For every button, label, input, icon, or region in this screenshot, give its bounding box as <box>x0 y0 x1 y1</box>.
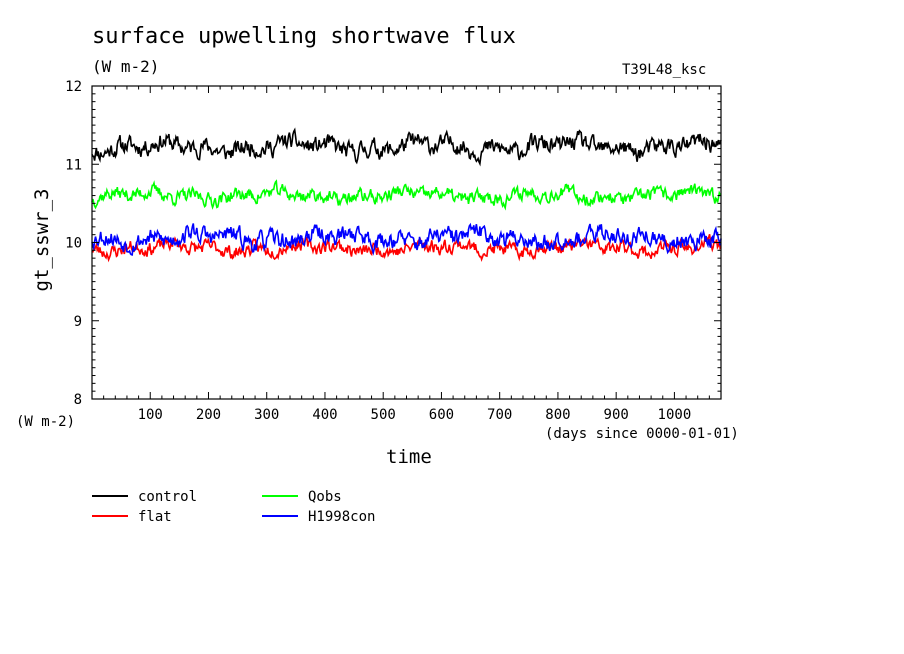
x-tick-label: 600 <box>429 407 454 423</box>
x-tick-label: 400 <box>312 407 337 423</box>
axes-layer: 100 200 300 400 500 600 700 800 900 1000 8 9 10 11 12 <box>65 79 722 423</box>
x-tick-label: 200 <box>196 407 221 423</box>
x-tick-label: 900 <box>604 407 629 423</box>
y-tick-label: 12 <box>65 79 82 95</box>
series-line-qobs <box>91 179 722 211</box>
series-line-h1998con <box>91 222 722 256</box>
y-tick-label: 11 <box>65 157 82 173</box>
y-tick-label: 9 <box>74 314 82 330</box>
x-tick-label: 800 <box>545 407 570 423</box>
x-tick-label: 100 <box>138 407 163 423</box>
y-tick-label: 10 <box>65 236 82 252</box>
x-tick-label: 1000 <box>658 407 692 423</box>
series-line-control <box>91 127 722 167</box>
run-tag: T39L48_ksc <box>622 62 707 78</box>
chart-units: (W m-2) <box>92 57 160 76</box>
legend-label-qobs: Qobs <box>308 489 342 505</box>
legend-label-flat: flat <box>138 509 172 525</box>
legend-label-h1998con: H1998con <box>308 509 375 525</box>
x-axis-units: (days since 0000-01-01) <box>545 426 739 442</box>
legend-label-control: control <box>138 489 197 505</box>
x-tick-label: 500 <box>371 407 396 423</box>
series-line-flat <box>91 233 722 263</box>
chart-title: surface upwelling shortwave flux <box>92 24 516 49</box>
x-tick-label: 300 <box>254 407 279 423</box>
y-tick-label: 8 <box>74 392 82 408</box>
x-axis-label: time <box>386 446 432 468</box>
legend: control flat Qobs H1998con <box>92 489 375 525</box>
series-layer <box>91 127 722 263</box>
y-axis-units: (W m-2) <box>16 414 76 430</box>
x-tick-label: 700 <box>487 407 512 423</box>
